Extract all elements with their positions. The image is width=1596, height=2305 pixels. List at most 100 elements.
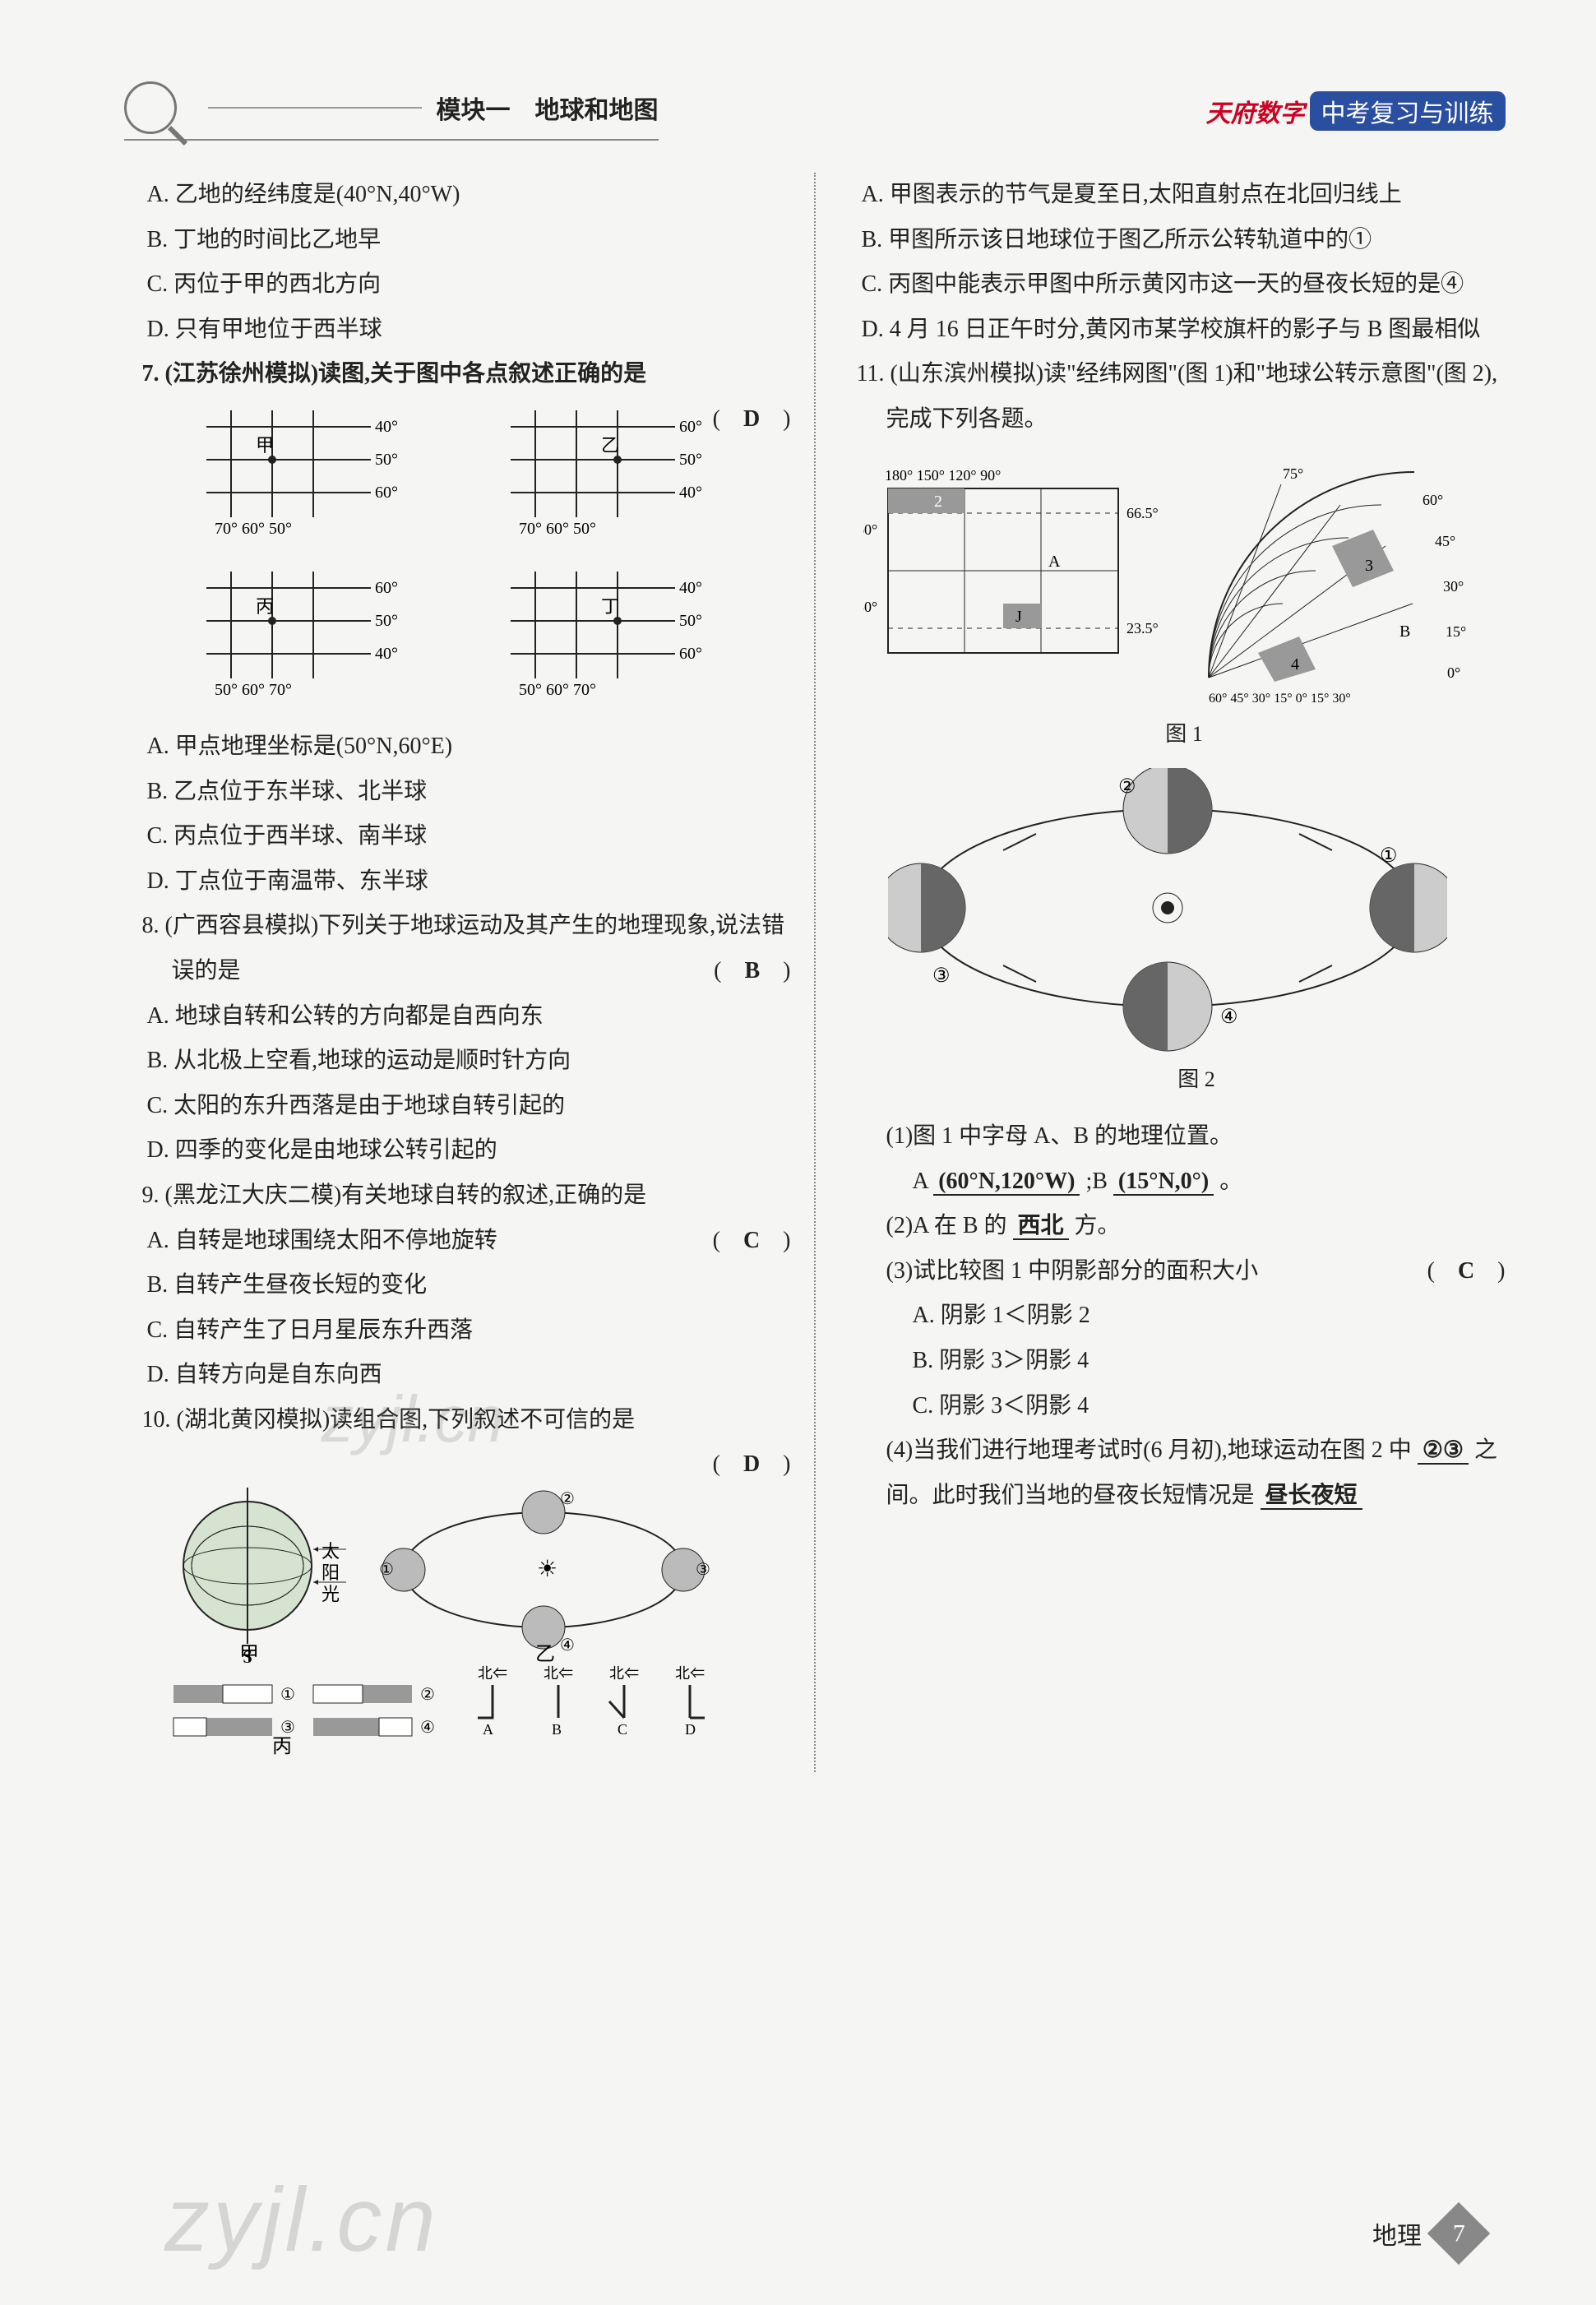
svg-text:180° 150° 120° 90°: 180° 150° 120° 90° <box>885 467 1001 484</box>
q7-figure: 甲 40°50°60° 70° 60° 50° 乙 60°50°40° 70° … <box>173 410 791 711</box>
svg-text:4: 4 <box>1291 655 1299 673</box>
q7-opt-d: D. 丁点位于南温带、东半球 <box>124 859 791 905</box>
q7-answer: D <box>743 406 760 432</box>
svg-text:阳: 阳 <box>322 1562 340 1583</box>
q6-opt-c: C. 丙位于甲的西北方向 <box>124 262 791 308</box>
svg-text:45°: 45° <box>1435 533 1455 549</box>
svg-text:30°: 30° <box>863 599 877 615</box>
q10-opt-a: A. 甲图表示的节气是夏至日,太阳直射点在北回归线上 <box>839 173 1506 218</box>
svg-text:40°: 40° <box>375 645 398 663</box>
q11-sub3: (3)试比较图 1 中阴影部分的面积大小 ( C ) <box>839 1249 1506 1294</box>
sub3-opt-b: B. 阴影 3＞阴影 4 <box>839 1339 1506 1384</box>
svg-text:③: ③ <box>932 965 951 987</box>
svg-text:3: 3 <box>1365 557 1373 575</box>
q11-fig2: ①② ③④ 图 2 <box>888 768 1506 1101</box>
svg-text:②: ② <box>420 1686 435 1704</box>
svg-text:75°: 75° <box>1283 465 1303 482</box>
svg-text:60°: 60° <box>863 521 877 538</box>
svg-text:50° 60° 70°: 50° 60° 70° <box>519 681 596 699</box>
svg-text:④: ④ <box>560 1636 575 1655</box>
watermark-bottom: zyjl.cn <box>164 2168 439 2272</box>
svg-text:太: 太 <box>322 1541 340 1562</box>
svg-text:70° 60° 50°: 70° 60° 50° <box>519 520 596 538</box>
svg-text:66.5°: 66.5° <box>1126 505 1159 521</box>
fig2-svg: ①② ③④ <box>888 768 1447 1056</box>
svg-text:B: B <box>552 1721 562 1738</box>
svg-text:0°: 0° <box>1447 664 1460 681</box>
page-number-diamond: 7 <box>1427 2202 1490 2265</box>
svg-text:60°: 60° <box>375 579 398 597</box>
svg-text:①: ① <box>280 1686 295 1704</box>
q10-opt-b: B. 甲图所示该日地球位于图乙所示公转轨道中的① <box>839 218 1506 263</box>
svg-text:40°: 40° <box>375 418 398 436</box>
module-title: 模块一 地球和地图 <box>124 81 659 141</box>
svg-text:15°: 15° <box>1446 623 1466 640</box>
sub4-blank1: ②③ <box>1418 1437 1469 1465</box>
q7-opt-c: C. 丙点位于西半球、南半球 <box>124 814 791 859</box>
q6-opt-d: D. 只有甲地位于西半球 <box>124 308 791 353</box>
grid-bing: 丙 60°50°40° 50° 60° 70° <box>173 572 404 711</box>
svg-text:60°: 60° <box>679 645 702 663</box>
q8-answer: B <box>744 958 760 984</box>
svg-text:北⇐: 北⇐ <box>478 1665 507 1682</box>
svg-text:☀: ☀ <box>537 1557 557 1582</box>
sub3-opt-a: A. 阴影 1＜阴影 2 <box>839 1294 1506 1339</box>
svg-text:②: ② <box>560 1490 575 1508</box>
svg-text:70° 60° 50°: 70° 60° 50° <box>215 520 292 538</box>
svg-text:②: ② <box>1118 776 1136 798</box>
q8-stem: 8. (广西容县模拟)下列关于地球运动及其产生的地理现象,说法错误的是 ( B … <box>124 904 791 993</box>
svg-text:2: 2 <box>934 493 942 511</box>
q11-stem: 11. (山东滨州模拟)读"经纬网图"(图 1)和"地球公转示意图"(图 2),… <box>839 352 1506 442</box>
module-text: 模块一 地球和地图 <box>437 90 659 126</box>
svg-text:40°: 40° <box>679 579 702 597</box>
svg-text:23.5°: 23.5° <box>1126 620 1159 636</box>
grid-ding: 丁 40°50°60° 50° 60° 70° <box>478 572 708 711</box>
svg-text:60°: 60° <box>1423 492 1443 508</box>
q11-sub1-ans: A (60°N,120°W) ;B (15°N,0°) 。 <box>839 1159 1506 1205</box>
svg-text:③: ③ <box>280 1719 295 1737</box>
svg-text:B: B <box>1399 623 1410 641</box>
svg-text:A: A <box>483 1721 493 1738</box>
svg-text:乙: 乙 <box>535 1644 555 1665</box>
q11-sub4: (4)当我们进行地理考试时(6 月初),地球运动在图 2 中 ②③ 之间。此时我… <box>839 1428 1506 1518</box>
svg-text:①: ① <box>379 1561 394 1579</box>
page-footer: 地理 7 <box>1372 2211 1481 2256</box>
svg-text:60°: 60° <box>679 418 702 436</box>
q10-opt-c: C. 丙图中能表示甲图中所示黄冈市这一天的昼夜长短的是④ <box>839 262 1506 308</box>
q6-opt-a: A. 乙地的经纬度是(40°N,40°W) <box>124 173 791 218</box>
brand-red: 天府数字 <box>1206 93 1305 129</box>
sub4-blank2: 昼长夜短 <box>1261 1483 1362 1510</box>
svg-text:甲: 甲 <box>256 435 274 456</box>
grid-jia: 甲 40°50°60° 70° 60° 50° <box>173 410 404 550</box>
q7-opt-b: B. 乙点位于东半球、北半球 <box>124 770 791 815</box>
sub1-b-blank: (15°N,0°) <box>1113 1169 1214 1196</box>
sub2-blank: 西北 <box>1013 1213 1069 1240</box>
q8-opt-c: C. 太阳的东升西落是由于地球自转引起的 <box>124 1084 791 1129</box>
q8-opt-d: D. 四季的变化是由地球公转引起的 <box>124 1128 791 1173</box>
svg-text:乙: 乙 <box>601 435 619 456</box>
left-column: A. 乙地的经纬度是(40°N,40°W) B. 丁地的时间比乙地早 C. 丙位… <box>124 173 791 1772</box>
svg-text:光: 光 <box>322 1584 340 1604</box>
q7-stem: 7. (江苏徐州模拟)读图,关于图中各点叙述正确的是 <box>124 352 791 397</box>
svg-text:丙: 丙 <box>256 596 274 617</box>
svg-text:丙: 丙 <box>272 1736 292 1757</box>
fig1-label: 图 1 <box>863 714 1506 756</box>
sub3-opt-c: C. 阴影 3＜阴影 4 <box>839 1384 1506 1429</box>
q10-figure: N S 太 阳 光 甲 ① ② <box>157 1456 791 1759</box>
q9-stem: 9. (黑龙江大庆二模)有关地球自转的叙述,正确的是 <box>124 1173 791 1219</box>
svg-text:甲: 甲 <box>239 1644 259 1665</box>
q11-sub1-q: (1)图 1 中字母 A、B 的地理位置。 <box>839 1114 1506 1159</box>
q11-fig1: 2 A J 180° 150° 120° 90° 66.5° 60° 30° 2… <box>863 456 1506 756</box>
svg-text:J: J <box>1015 608 1022 626</box>
svg-text:丁: 丁 <box>601 596 619 617</box>
magnifier-icon <box>124 81 177 134</box>
svg-text:60° 45° 30° 15° 0° 15° 30°: 60° 45° 30° 15° 0° 15° 30° <box>1209 692 1351 706</box>
grid-yi: 乙 60°50°40° 70° 60° 50° <box>478 410 708 550</box>
svg-text:北⇐: 北⇐ <box>675 1665 705 1682</box>
q9-opt-a: A. 自转是地球围绕太阳不停地旋转 <box>124 1219 791 1264</box>
svg-text:60°: 60° <box>375 484 398 502</box>
svg-text:北⇐: 北⇐ <box>609 1665 639 1682</box>
q10-opt-d: D. 4 月 16 日正午时分,黄冈市某学校旗杆的影子与 B 图最相似 <box>839 308 1506 353</box>
brand-badge: 天府数字 中考复习与训练 <box>1206 91 1506 131</box>
svg-text:40°: 40° <box>679 484 702 502</box>
